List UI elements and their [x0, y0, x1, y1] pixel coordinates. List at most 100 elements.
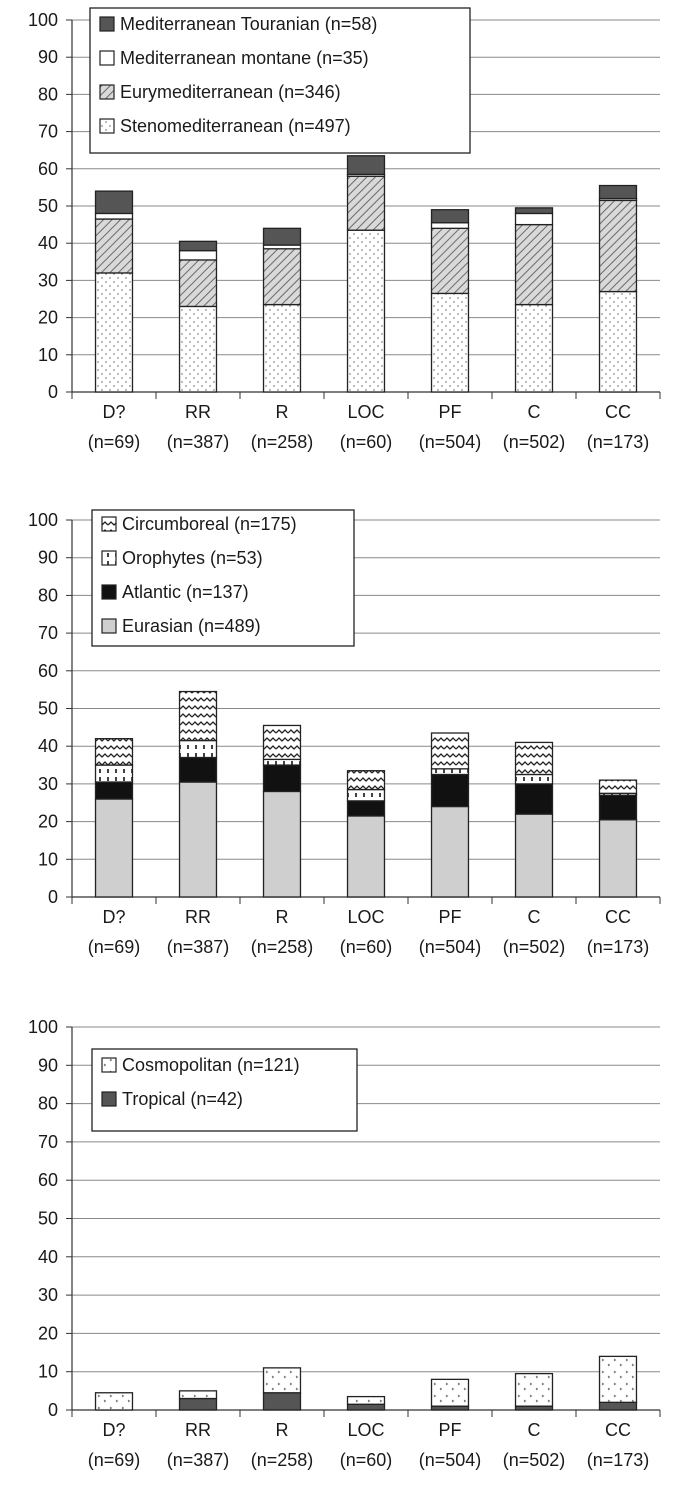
y-tick-label: 0: [48, 1400, 58, 1420]
x-tick-label: RR: [185, 907, 211, 927]
y-tick-label: 60: [38, 661, 58, 681]
y-tick-label: 20: [38, 812, 58, 832]
x-tick-count-label: (n=60): [340, 1450, 393, 1470]
y-tick-label: 50: [38, 699, 58, 719]
bar-segment-2: [598, 794, 638, 821]
legend: Mediterranean Touranian (n=58) Mediterran…: [89, 7, 471, 154]
legend-label: Mediterranean montane (n=35): [120, 48, 369, 68]
y-tick-label: 30: [38, 1285, 58, 1305]
y-tick-label: 90: [38, 548, 58, 568]
x-tick-label: D?: [102, 907, 125, 927]
bar-segment-3: [430, 222, 470, 229]
bar-segment-1: [262, 790, 302, 898]
x-tick-label: CC: [605, 1420, 631, 1440]
x-tick-count-label: (n=173): [587, 1450, 650, 1470]
bar-segment-1: [178, 305, 218, 393]
x-tick-count-label: (n=502): [503, 1450, 566, 1470]
bar-segment-1: [262, 1392, 302, 1411]
bar-segment-1: [262, 303, 302, 393]
bar-segment-2: [346, 175, 386, 231]
x-tick-count-label: (n=504): [419, 937, 482, 957]
x-tick-count-label: (n=173): [587, 432, 650, 452]
bar-segment-3: [346, 788, 386, 802]
bar-segment-3: [514, 773, 554, 785]
chart-panel-3: 0 10 20 30 40 50 60 70 80 90 100 D? (n=69) RR (n=387) R…: [28, 1017, 661, 1470]
x-tick-count-label: (n=258): [251, 1450, 314, 1470]
x-tick-label: D?: [102, 1420, 125, 1440]
x-tick-count-label: (n=258): [251, 432, 314, 452]
bar-segment-3: [94, 764, 134, 783]
y-tick-label: 100: [28, 510, 58, 530]
y-tick-label: 0: [48, 887, 58, 907]
chart-panel-1: 0 10 20 30 40 50 60 70 80 90 100 D? (n=69) RR (n=387) R…: [28, 7, 661, 452]
bar-segment-1: [430, 805, 470, 898]
bar-segment-4: [346, 770, 386, 791]
legend: Cosmopolitan (n=121) Tropical (n=42): [91, 1048, 358, 1132]
bar-segment-3: [262, 758, 302, 766]
y-tick-label: 30: [38, 774, 58, 794]
y-tick-label: 40: [38, 736, 58, 756]
legend-swatch: [101, 584, 117, 600]
x-tick-count-label: (n=60): [340, 937, 393, 957]
bar-segment-1: [94, 798, 134, 898]
bar-segment-2: [598, 199, 638, 293]
x-tick-label: C: [528, 907, 541, 927]
y-tick-label: 60: [38, 159, 58, 179]
y-tick-label: 100: [28, 10, 58, 30]
x-tick-label: C: [528, 402, 541, 422]
bar-segment-2: [430, 227, 470, 295]
x-tick-count-label: (n=387): [167, 1450, 230, 1470]
bar-segment-1: [598, 819, 638, 898]
bar-segment-4: [514, 741, 554, 776]
bar-segment-2: [514, 223, 554, 306]
bar-segment-2: [178, 756, 218, 783]
bar-segment-4: [262, 227, 302, 246]
bar-segment-2: [178, 259, 218, 308]
bar-segment-4: [598, 184, 638, 200]
bar-segment-4: [94, 190, 134, 215]
y-tick-label: 30: [38, 270, 58, 290]
bar-segment-2: [262, 248, 302, 306]
legend-label: Mediterranean Touranian (n=58): [120, 14, 377, 34]
x-tick-label: LOC: [347, 402, 384, 422]
bar-segment-2: [598, 1355, 638, 1403]
y-tick-label: 80: [38, 84, 58, 104]
y-tick-label: 70: [38, 1132, 58, 1152]
legend-swatch: [101, 618, 117, 634]
x-tick-count-label: (n=502): [503, 937, 566, 957]
bar-segment-3: [514, 212, 554, 226]
legend-box: [91, 509, 355, 647]
y-tick-label: 10: [38, 345, 58, 365]
legend: Circumboreal (n=175) Orophytes (n=53) Atla…: [91, 509, 355, 647]
bar-segment-4: [178, 690, 218, 742]
x-tick-label: PF: [438, 907, 461, 927]
bar-segment-2: [94, 781, 134, 800]
bar-segment-3: [430, 768, 470, 776]
x-tick-count-label: (n=387): [167, 432, 230, 452]
legend-swatch: [101, 1091, 117, 1107]
bar-segment-1: [430, 292, 470, 393]
x-tick-label: R: [276, 402, 289, 422]
bar-segment-1: [514, 813, 554, 898]
legend-swatch: [99, 118, 115, 134]
x-tick-label: CC: [605, 907, 631, 927]
bar-segment-3: [94, 212, 134, 220]
bar-segment-4: [430, 732, 470, 770]
legend-swatch: [101, 550, 117, 566]
bar-segment-2: [94, 218, 134, 274]
bar-segment-3: [178, 249, 218, 261]
bar-segment-2: [430, 773, 470, 808]
bar-segment-1: [346, 1403, 386, 1411]
legend-label: Eurymediterranean (n=346): [120, 82, 341, 102]
bar-segment-1: [514, 303, 554, 393]
y-tick-label: 90: [38, 47, 58, 67]
legend-label: Circumboreal (n=175): [122, 514, 297, 534]
legend-box: [89, 7, 471, 154]
x-tick-count-label: (n=69): [88, 1450, 141, 1470]
x-tick-label: RR: [185, 402, 211, 422]
legend-label: Orophytes (n=53): [122, 548, 263, 568]
legend-label: Atlantic (n=137): [122, 582, 249, 602]
y-tick-label: 80: [38, 585, 58, 605]
legend-swatch: [99, 84, 115, 100]
